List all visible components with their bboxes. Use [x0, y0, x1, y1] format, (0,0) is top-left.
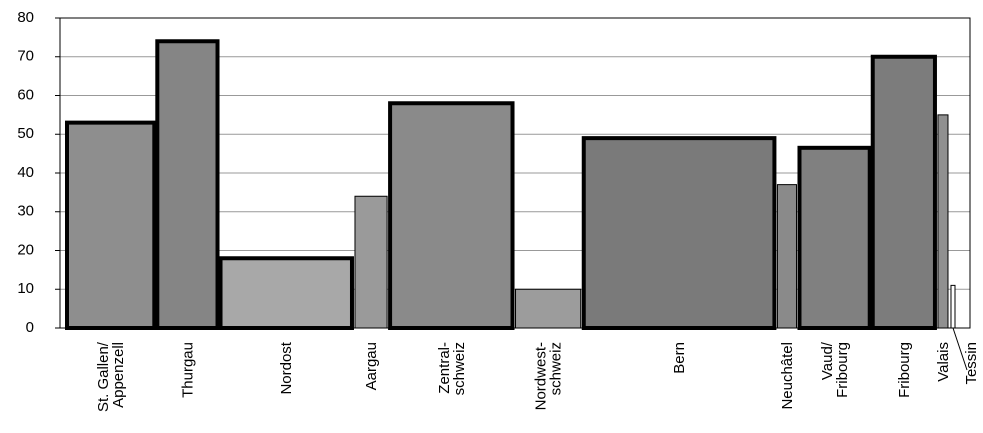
- y-tick-label: 60: [17, 86, 34, 103]
- y-tick-label: 40: [17, 164, 34, 181]
- x-tick-label: Tessin: [963, 342, 980, 385]
- x-tick-label: Nordost: [278, 341, 295, 394]
- bar: [797, 145, 872, 330]
- leader-line: [952, 327, 968, 371]
- x-tick-label: Valais: [935, 342, 952, 382]
- x-tick-label: Neuchâtel: [779, 342, 796, 410]
- y-tick-label: 50: [17, 125, 34, 142]
- bar: [950, 284, 956, 329]
- x-tick-label: Appenzell: [110, 342, 127, 408]
- x-tick-label: schweiz: [451, 342, 468, 395]
- x-tick-label: schweiz: [548, 342, 565, 395]
- bar: [155, 39, 220, 330]
- y-tick-label: 80: [17, 9, 34, 26]
- bar: [776, 184, 797, 329]
- x-tick-label: Thurgau: [179, 342, 196, 398]
- bar: [937, 114, 949, 329]
- x-tick-label: Nordwest-: [533, 342, 550, 410]
- x-tick-label: Bern: [671, 342, 688, 374]
- bar: [581, 136, 777, 330]
- x-tick-label: Fribourg: [834, 342, 851, 398]
- y-tick-label: 70: [17, 48, 34, 65]
- y-tick-label: 20: [17, 241, 34, 258]
- plot-frame: [59, 17, 971, 329]
- y-tick-label: 0: [26, 319, 34, 336]
- x-tick-label: Aargau: [363, 342, 380, 390]
- bar: [218, 256, 354, 330]
- x-tick-label: St. Gallen/: [95, 341, 112, 412]
- bar: [388, 101, 515, 330]
- bar: [515, 288, 582, 329]
- bar: [870, 54, 937, 330]
- x-tick-label: Zentral-: [436, 342, 453, 394]
- x-tick-label: Vaud/: [819, 341, 836, 380]
- bar: [354, 195, 388, 329]
- bar: [65, 120, 157, 330]
- y-tick-label: 30: [17, 203, 34, 220]
- x-tick-label: Fribourg: [896, 342, 913, 398]
- y-tick-label: 10: [17, 280, 34, 297]
